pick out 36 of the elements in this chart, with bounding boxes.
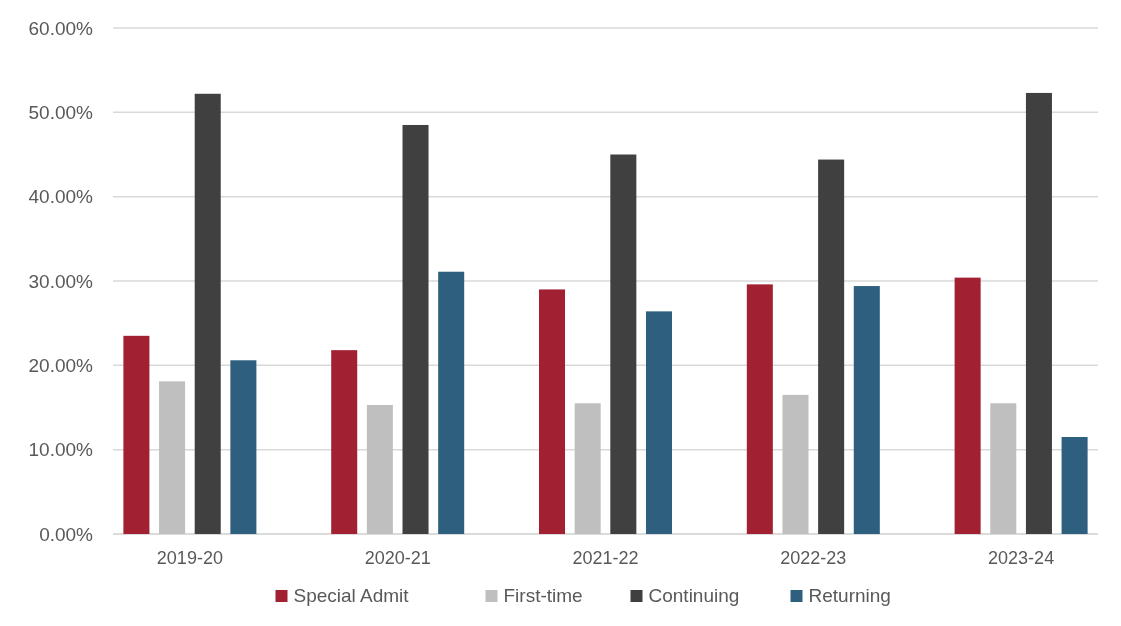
x-tick-label: 2021-22 <box>572 548 639 568</box>
bar <box>230 360 257 534</box>
y-tick-label: 10.00% <box>28 439 94 461</box>
bar <box>123 335 150 534</box>
y-tick-label: 50.00% <box>28 101 94 123</box>
bar <box>990 403 1017 534</box>
legend-label: First-time <box>503 585 583 606</box>
bar <box>746 284 773 534</box>
bar <box>853 286 880 534</box>
bar <box>366 404 393 534</box>
y-tick-label: 60.00% <box>28 17 94 39</box>
bar <box>194 93 221 534</box>
legend-label: Returning <box>808 585 891 606</box>
bar <box>818 159 845 534</box>
x-tick-label: 2020-21 <box>364 548 431 568</box>
bar <box>402 124 429 534</box>
bar <box>331 350 358 534</box>
bar <box>610 154 637 534</box>
legend-label: Continuing <box>648 585 740 606</box>
y-tick-label: 0.00% <box>39 523 94 545</box>
bar <box>574 403 601 534</box>
legend-label: Special Admit <box>293 585 410 606</box>
bar <box>954 277 981 534</box>
y-tick-label: 20.00% <box>28 354 94 376</box>
x-tick-label: 2019-20 <box>156 548 223 568</box>
y-tick-label: 30.00% <box>28 270 94 292</box>
x-tick-label: 2023-24 <box>988 548 1055 568</box>
bar <box>438 271 465 534</box>
bar <box>645 311 672 534</box>
bar <box>782 394 809 534</box>
x-tick-label: 2022-23 <box>780 548 847 568</box>
y-tick-label: 40.00% <box>28 186 94 208</box>
bar <box>539 289 566 534</box>
bar <box>1061 437 1088 534</box>
bar <box>1025 92 1052 534</box>
bar <box>159 381 186 534</box>
